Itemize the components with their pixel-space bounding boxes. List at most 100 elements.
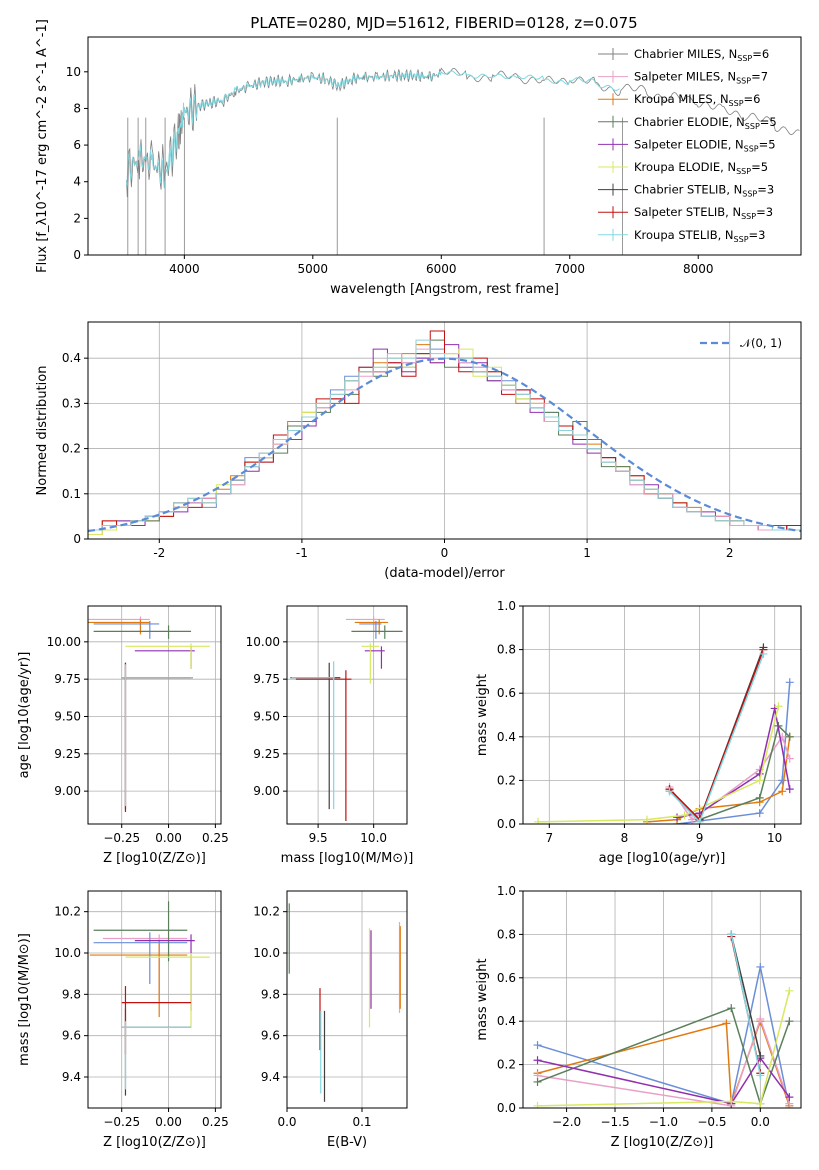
y-tick-label: 0 bbox=[73, 248, 81, 262]
axes-frame bbox=[286, 605, 408, 825]
weight-point-marker bbox=[755, 793, 764, 802]
weight-series-line bbox=[676, 708, 791, 819]
y-tick-label: 10.2 bbox=[54, 905, 81, 919]
plot-area bbox=[88, 322, 801, 539]
plot-area bbox=[523, 606, 801, 824]
y-tick-label: 0.0 bbox=[497, 817, 516, 831]
y-tick-label: 4 bbox=[73, 175, 81, 189]
y-tick-label: 0.8 bbox=[497, 927, 516, 941]
x-tick-label: 1 bbox=[583, 546, 591, 560]
weight-point-marker bbox=[756, 962, 765, 971]
x-tick-label: 10 bbox=[767, 831, 782, 845]
metallicity-mass-weight-panel: −2.0 −1.5 −1.0 −0.5 0.0 0.0 0.2 0.4 0.6 0.8 1.0 Z [… bbox=[475, 884, 802, 1150]
weight-series-line bbox=[668, 647, 765, 822]
y-tick-label: 0.6 bbox=[497, 971, 516, 985]
x-axis-label: Z [log10(Z/Z⊙)] bbox=[611, 1135, 714, 1150]
y-tick-label: 6 bbox=[73, 138, 81, 152]
axes-frame bbox=[286, 890, 408, 1109]
x-axis-label: E(B-V) bbox=[327, 1135, 367, 1150]
metallicity-age-panel: −0.25 0.00 0.25 9.00 9.25 9.50 9.75 10.00 Z [log… bbox=[17, 605, 229, 866]
x-tick-label: −2.0 bbox=[552, 1115, 581, 1129]
weight-series-line bbox=[668, 653, 765, 824]
x-axis-label: mass [log10(M/M⊙)] bbox=[281, 851, 414, 866]
weight-point-marker bbox=[680, 811, 689, 820]
legend-entry: Salpeter STELIB, NSSP=3 bbox=[634, 205, 773, 221]
y-tick-label: 9.6 bbox=[261, 1029, 280, 1043]
ebv-mass-panel: 0.0 0.1 9.4 9.6 9.8 10.0 10.2 E(B-V) bbox=[253, 890, 408, 1150]
plot-area bbox=[88, 606, 221, 824]
x-tick-label: 0 bbox=[441, 546, 449, 560]
legend-entry: Kroupa ELODIE, NSSP=5 bbox=[634, 160, 768, 176]
weight-point-marker bbox=[722, 1019, 731, 1028]
y-axis-label: Normed distribution bbox=[35, 366, 50, 496]
y-tick-label: 9.50 bbox=[253, 709, 280, 723]
weight-point-marker bbox=[778, 787, 787, 796]
weight-point-marker bbox=[533, 1056, 542, 1065]
residual-histogram-panel: -2 -1 0 1 2 0 0.1 0.2 0.3 0.4 (data-model)/error No… bbox=[35, 321, 802, 581]
y-tick-label: 10 bbox=[66, 65, 81, 79]
weight-series-line bbox=[668, 649, 765, 822]
y-axis-label: mass [log10(M/M⊙)] bbox=[17, 933, 32, 1066]
spectrum-series-line bbox=[126, 70, 620, 189]
weight-point-marker bbox=[755, 776, 764, 785]
x-tick-label: 2 bbox=[726, 546, 734, 560]
y-tick-label: 9.4 bbox=[62, 1070, 81, 1084]
x-axis-label: (data-model)/error bbox=[384, 566, 505, 581]
weight-series-line bbox=[646, 736, 791, 823]
weight-series-line bbox=[676, 682, 791, 824]
plot-area bbox=[523, 891, 801, 1108]
legend-entry: Kroupa MILES, NSSP=6 bbox=[634, 92, 760, 108]
weight-point-marker bbox=[727, 930, 736, 939]
weight-point-marker bbox=[756, 1051, 765, 1060]
weight-point-marker bbox=[533, 1077, 542, 1086]
y-tick-label: 0.2 bbox=[62, 442, 81, 456]
y-tick-label: 9.50 bbox=[54, 709, 81, 723]
y-tick-label: 0.3 bbox=[62, 396, 81, 410]
x-tick-label: 6000 bbox=[426, 262, 457, 276]
weight-point-marker bbox=[533, 1041, 542, 1050]
y-tick-label: 9.8 bbox=[62, 987, 81, 1001]
y-tick-label: 0.4 bbox=[62, 351, 81, 365]
weight-point-marker bbox=[533, 1101, 542, 1108]
x-tick-label: −1.0 bbox=[649, 1115, 678, 1129]
x-tick-label: -2 bbox=[153, 546, 165, 560]
weight-point-marker bbox=[755, 809, 764, 818]
y-tick-label: 10.0 bbox=[54, 946, 81, 960]
weight-point-marker bbox=[665, 787, 674, 796]
histogram-step-line bbox=[88, 339, 801, 539]
x-tick-label: −1.5 bbox=[600, 1115, 629, 1129]
weight-point-marker bbox=[756, 1071, 765, 1080]
x-axis-label: Z [log10(Z/Z⊙)] bbox=[103, 1135, 206, 1150]
axes-frame bbox=[87, 605, 222, 825]
x-tick-label: 0.0 bbox=[277, 1115, 296, 1129]
y-tick-label: 0.4 bbox=[497, 1014, 516, 1028]
weight-point-marker bbox=[756, 1015, 765, 1024]
x-tick-label: 8 bbox=[621, 831, 629, 845]
mass-age-panel: 9.5 10.0 9.00 9.25 9.50 9.75 10.00 mass [log10(… bbox=[246, 605, 414, 866]
weight-point-marker bbox=[785, 1017, 794, 1026]
weight-point-marker bbox=[785, 785, 794, 794]
weight-point-marker bbox=[785, 986, 794, 995]
y-tick-label: 10.00 bbox=[47, 635, 81, 649]
y-tick-label: 9.25 bbox=[253, 747, 280, 761]
y-tick-label: 1.0 bbox=[497, 599, 516, 613]
weight-point-marker bbox=[727, 1004, 736, 1013]
y-tick-label: 9.8 bbox=[261, 987, 280, 1001]
x-tick-label: 7 bbox=[545, 831, 553, 845]
weight-point-marker bbox=[785, 1093, 794, 1102]
weight-point-marker bbox=[759, 649, 768, 658]
x-tick-label: −0.25 bbox=[103, 1115, 140, 1129]
x-axis-label: age [log10(age/yr)] bbox=[599, 851, 726, 866]
x-tick-label: −0.5 bbox=[697, 1115, 726, 1129]
x-tick-label: 9 bbox=[696, 831, 704, 845]
weight-point-marker bbox=[756, 1099, 765, 1108]
spectrum-series-line bbox=[126, 67, 800, 198]
weight-point-marker bbox=[774, 702, 783, 711]
x-tick-label: 0.1 bbox=[352, 1115, 371, 1129]
x-tick-label: −0.25 bbox=[103, 831, 140, 845]
axes-frame bbox=[87, 36, 802, 256]
y-tick-label: 9.75 bbox=[54, 672, 81, 686]
y-tick-label: 10.00 bbox=[246, 635, 280, 649]
y-tick-label: 0.6 bbox=[497, 686, 516, 700]
weight-point-marker bbox=[785, 732, 794, 741]
